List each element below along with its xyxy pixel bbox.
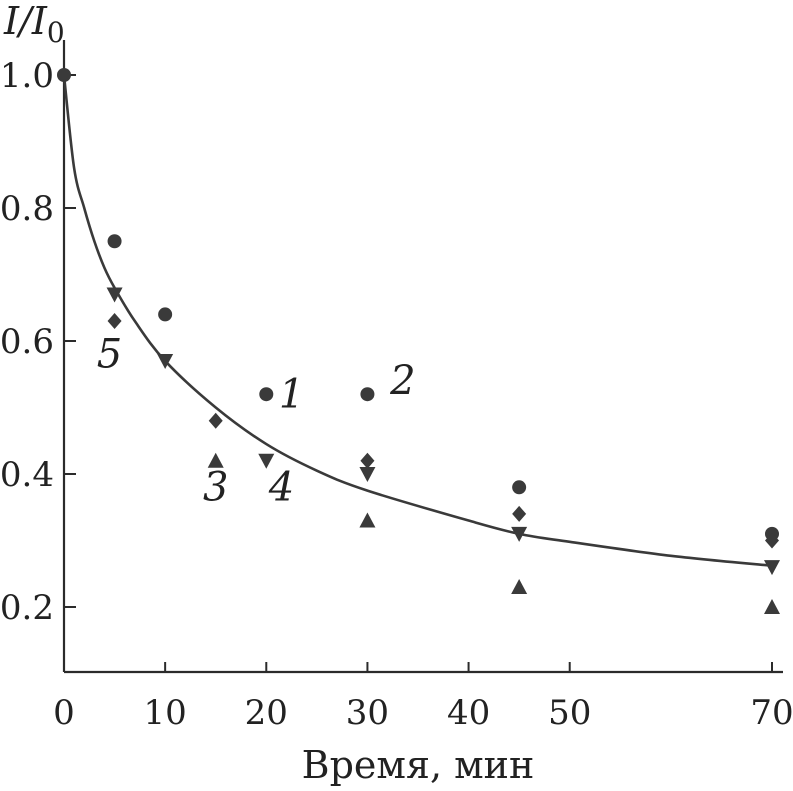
marker-diamond [512, 505, 527, 522]
y-axis-title-sub: 0 [47, 16, 65, 49]
y-tick-label: 0.2 [0, 588, 54, 628]
marker-circle [512, 480, 527, 495]
x-axis-title: Время, мин [302, 743, 535, 787]
marker-circle [107, 234, 122, 249]
y-tick-label: 0.4 [0, 455, 54, 495]
x-tick-label: 70 [750, 693, 793, 733]
marker-triangle-down [157, 353, 174, 369]
markers [57, 68, 780, 614]
x-tick-label: 20 [245, 693, 288, 733]
marker-triangle-down [106, 287, 123, 303]
series-label: 4 [268, 465, 294, 511]
series-labels: 1 2 3 4 5 [97, 332, 416, 511]
marker-triangle-up [764, 599, 780, 614]
marker-circle [158, 307, 173, 322]
y-axis-title: I/I0 [3, 0, 65, 49]
marker-diamond [208, 412, 223, 429]
marker-circle [360, 387, 375, 402]
x-tick-label: 30 [346, 693, 389, 733]
marker-circle [57, 68, 71, 82]
x-tick-label: 40 [447, 693, 490, 733]
marker-diamond [765, 532, 779, 549]
marker-triangle-down [764, 560, 780, 576]
y-tick-label: 0.6 [0, 322, 54, 362]
series-label: 3 [203, 465, 228, 511]
series-label: 5 [97, 332, 122, 378]
marker-triangle-up [511, 579, 528, 595]
marker-diamond [360, 452, 375, 469]
y-axis-title-main: I/I [3, 0, 48, 43]
fit-curve [62, 74, 773, 568]
axes [62, 40, 783, 674]
marker-diamond [107, 313, 122, 330]
marker-triangle-up [359, 512, 376, 528]
x-tick-label: 0 [53, 693, 75, 733]
y-tick-label: 1.0 [0, 56, 54, 96]
marker-circle [259, 387, 274, 402]
series-label: 1 [279, 372, 304, 418]
marker-triangle-up [207, 452, 224, 468]
ticks: 0 10 20 30 40 50 70 0.2 0.4 0.6 0.8 1.0 [0, 56, 793, 733]
marker-triangle-down [258, 453, 275, 469]
x-tick-label: 50 [548, 693, 591, 733]
y-tick-label: 0.8 [0, 189, 54, 229]
series-label: 2 [389, 358, 415, 404]
x-tick-label: 10 [144, 693, 187, 733]
marker-triangle-down [359, 467, 376, 482]
marker-triangle-down [511, 526, 528, 542]
